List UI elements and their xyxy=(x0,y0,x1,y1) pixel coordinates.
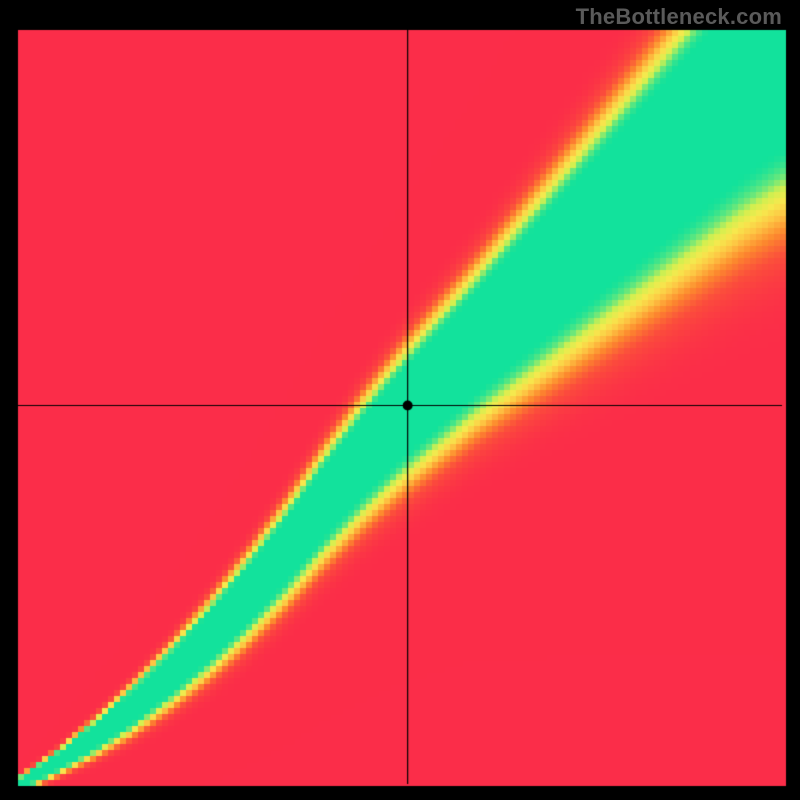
watermark-text: TheBottleneck.com xyxy=(576,4,782,30)
heatmap-canvas xyxy=(0,0,800,800)
